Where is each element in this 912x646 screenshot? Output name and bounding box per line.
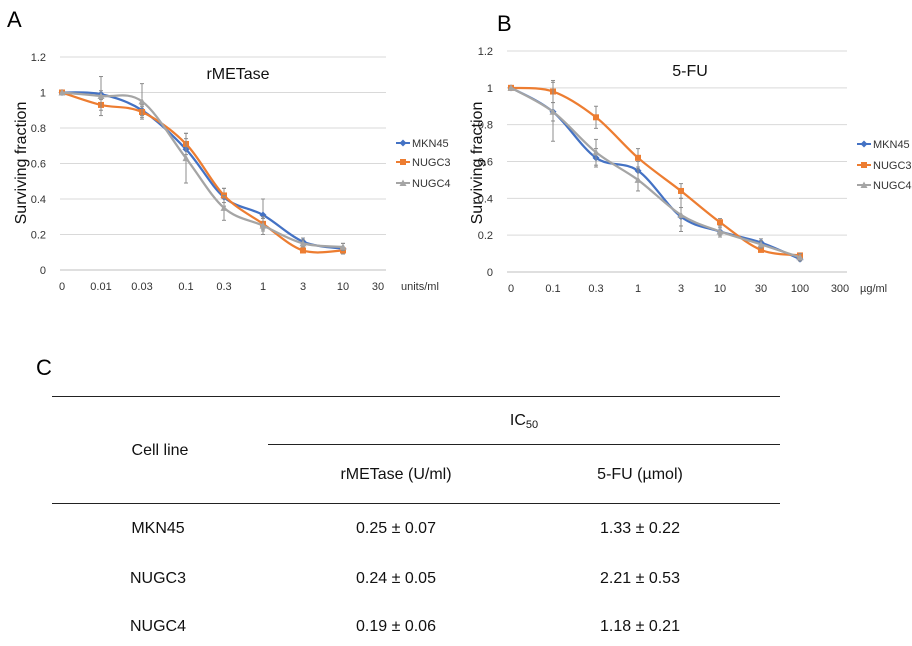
y-tick-label: 0.6 [31,159,46,171]
col-header-rmetase: rMETase (U/ml) [340,466,452,483]
series-line [61,91,344,250]
ic50-header: IC50 [510,412,538,431]
legend-label: MKN45 [873,139,910,151]
table-row-5fu: 2.21 ± 0.53 [600,570,680,587]
data-point [635,154,641,161]
data-point [138,97,146,105]
legend-marker [399,179,407,186]
legend-marker [399,139,407,147]
panel-label-c: C [36,355,52,380]
x-tick-label: 30 [755,283,767,295]
y-tick-label: 1.2 [31,52,46,64]
data-point [220,204,228,211]
table-row-cell: MKN45 [131,520,185,537]
legend-label: NUGC4 [873,180,912,192]
data-point [677,211,685,218]
table-row-rmetase: 0.24 ± 0.05 [356,570,436,587]
data-point [182,154,190,162]
x-tick-label: 30 [372,281,384,293]
legend-marker [860,181,868,188]
table-header-rule [52,503,780,504]
data-point [758,246,764,253]
x-tick-label: 300 [831,283,849,295]
legend-label: MKN45 [412,138,449,150]
y-tick-label: 1.2 [478,46,493,58]
table-row-cell: NUGC4 [129,618,187,635]
legend-marker [400,159,406,165]
x-tick-label: 0.3 [216,281,231,293]
y-tick-label: 0.2 [478,230,493,242]
x-tick-label: 0.1 [545,283,560,295]
chart-title: 5-FU [672,63,708,80]
data-point [549,108,557,115]
data-point [592,148,600,156]
panel-label-a: A [7,7,22,32]
legend-label: NUGC4 [412,178,451,190]
x-tick-label: 0 [508,283,514,295]
x-tick-label: 0 [59,281,65,293]
data-point [593,114,599,121]
ic-label: IC [509,412,526,429]
data-point [299,239,307,247]
y-tick-label: 0.8 [31,123,46,135]
data-point [300,247,306,254]
table-top-rule [52,396,780,397]
col-header-cell-line: Cell line [131,442,189,459]
x-tick-label: 1 [260,281,266,293]
legend-label: NUGC3 [873,160,912,172]
y-tick-label: 1 [487,83,493,95]
y-tick-label: 0.6 [478,157,493,169]
data-point [678,187,684,194]
x-tick-label: 0.03 [131,281,152,293]
data-point [717,219,723,226]
y-tick-label: 0.2 [31,230,46,242]
x-tick-label: 10 [337,281,349,293]
x-tick-label: 0.1 [178,281,193,293]
ic-subscript: 50 [525,419,539,431]
table-row-5fu: 1.18 ± 0.21 [600,618,680,635]
data-point [796,253,804,261]
series-line [61,91,344,254]
y-tick-label: 0.4 [31,194,46,206]
legend-marker [860,140,868,148]
x-tick-label: 3 [300,281,306,293]
y-tick-label: 0 [40,265,46,277]
x-tick-label: 3 [678,283,684,295]
legend-label: NUGC3 [412,157,451,169]
x-tick-label: 0.01 [90,281,111,293]
legend-marker [861,162,867,168]
col-header-5fu: 5-FU (µmol) [597,466,683,483]
table-sub-rule [268,444,780,445]
data-point [339,243,347,250]
x-tick-label: 10 [714,283,726,295]
y-tick-label: 0 [487,267,493,279]
y-axis-label: Surviving fraction [13,102,30,225]
y-tick-label: 0.4 [478,193,493,205]
y-axis-label: Surviving fraction [469,102,486,225]
table-row-cell: NUGC3 [129,570,187,587]
x-tick-label: 1 [635,283,641,295]
charts-canvas: 00.20.40.60.811.20 0.01 0.03 0.1 0.3 1 3 10 30 un… [13,46,912,295]
x-axis-unit-label: units/ml [401,281,439,293]
panel-label-b: B [497,11,512,36]
data-point [716,227,724,235]
data-point [58,89,66,96]
data-point [259,222,267,229]
data-point [97,92,105,100]
x-axis-unit-label: µg/ml [860,283,887,295]
x-tick-label: 100 [791,283,809,295]
table-row-5fu: 1.33 ± 0.22 [600,520,680,537]
x-tick-label: 0.3 [588,283,603,295]
table-row-rmetase: 0.19 ± 0.06 [356,618,436,635]
table-row-rmetase: 0.25 ± 0.07 [356,520,436,537]
data-point [757,240,765,248]
y-tick-label: 1 [40,88,46,100]
series-line [510,86,801,257]
chart-title: rMETase [206,66,269,83]
data-point [634,176,642,183]
series-line [61,91,344,249]
y-tick-label: 0.8 [478,120,493,132]
data-point [507,84,515,91]
series-line [510,86,801,259]
